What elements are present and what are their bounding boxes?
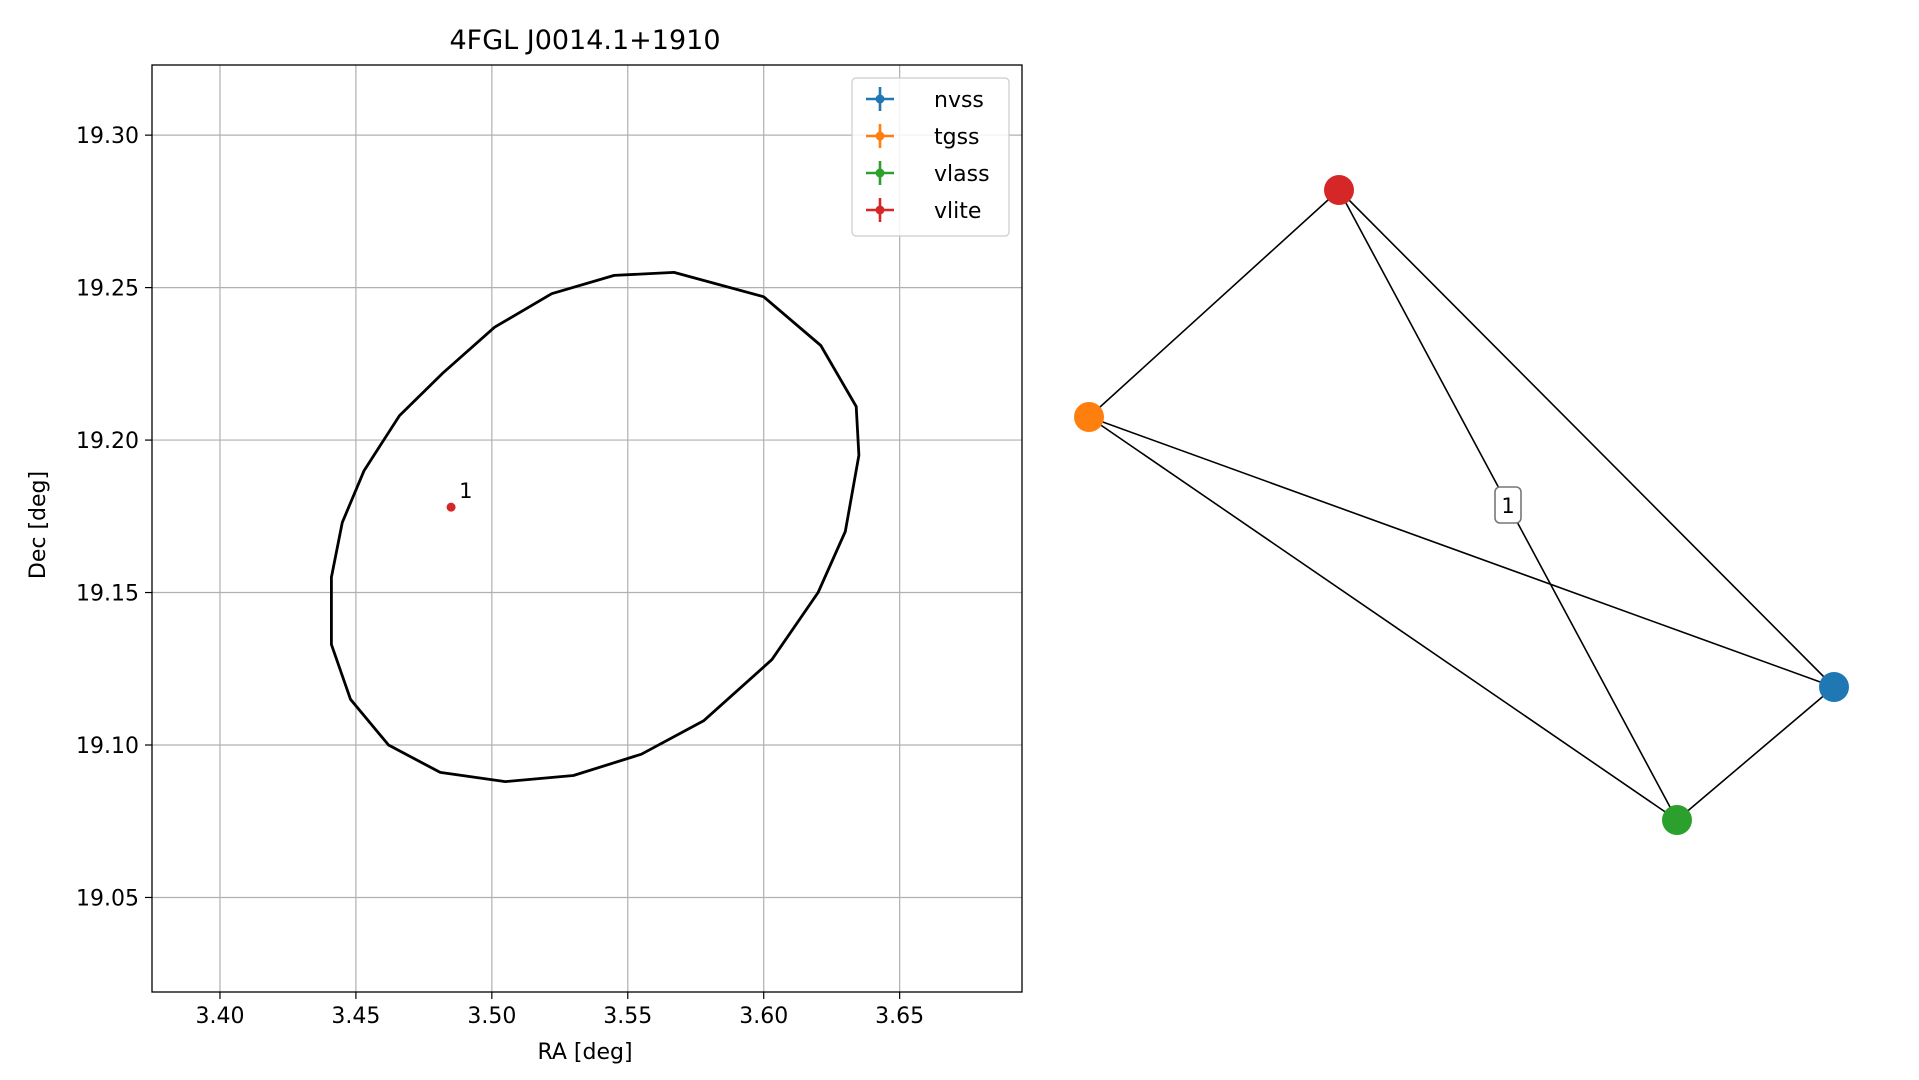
- y-axis-label: Dec [deg]: [26, 471, 51, 579]
- edge-tgss-nvss: [1088, 416, 1835, 688]
- graph-edge-labels: 1: [1494, 486, 1522, 524]
- y-tick-label: 19.25: [76, 277, 139, 302]
- legend-entry-nvss: nvss: [866, 87, 984, 113]
- x-axis-label: RA [deg]: [537, 1040, 632, 1065]
- legend-label: vlass: [934, 162, 990, 187]
- legend-label: nvss: [934, 88, 984, 113]
- legend-label: vlite: [934, 199, 981, 224]
- source-points-layer: 1: [446, 479, 472, 512]
- chart-title: 4FGL J0014.1+1910: [449, 25, 720, 56]
- graph-node-vlite: [1324, 175, 1354, 205]
- y-tick-label: 19.10: [76, 734, 139, 759]
- x-tick-label: 3.60: [739, 1004, 788, 1029]
- legend-entry-vlass: vlass: [866, 161, 990, 187]
- edge-vlite-nvss: [1338, 189, 1835, 688]
- gridlines: [152, 65, 1022, 992]
- localization-ellipse: [329, 270, 861, 783]
- x-tick-label: 3.55: [603, 1004, 652, 1029]
- y-tick-label: 19.05: [76, 886, 139, 911]
- legend-entry-vlite: vlite: [866, 198, 981, 224]
- legend-marker-dot: [875, 94, 885, 104]
- y-tick-label: 19.30: [76, 124, 139, 149]
- legend-marker-dot: [875, 168, 885, 178]
- edge-vlite-tgss: [1088, 189, 1340, 418]
- edge-label-box: [1494, 486, 1522, 524]
- x-ticks: 3.40 3.45 3.50 3.55 3.60 3.65: [195, 992, 924, 1029]
- legend-marker-dot: [875, 131, 885, 141]
- legend: nvss tgss vlass vlite: [851, 77, 1010, 237]
- graph-nodes: [1074, 175, 1849, 835]
- localization-ellipse-layer: [329, 270, 861, 783]
- x-tick-label: 3.40: [195, 1004, 244, 1029]
- edge-tgss-vlass: [1088, 416, 1678, 821]
- graph-node-tgss: [1074, 402, 1104, 432]
- source-point-vlite: [446, 502, 456, 512]
- y-tick-label: 19.20: [76, 429, 139, 454]
- edge-label: 1: [1501, 494, 1514, 518]
- legend-label: tgss: [934, 125, 980, 150]
- edge-nvss-vlass: [1676, 686, 1835, 821]
- graph-node-nvss: [1819, 672, 1849, 702]
- x-tick-label: 3.50: [467, 1004, 516, 1029]
- axes-frame: [151, 64, 1023, 993]
- legend-marker-dot: [875, 205, 885, 215]
- y-tick-label: 19.15: [76, 582, 139, 607]
- legend-entry-tgss: tgss: [866, 124, 980, 150]
- legend-box: [851, 77, 1010, 237]
- network-graph-panel: 1: [1074, 175, 1849, 835]
- y-ticks: 19.05 19.10 19.15 19.20 19.25 19.30: [76, 124, 152, 911]
- x-tick-label: 3.65: [875, 1004, 924, 1029]
- graph-node-vlass: [1662, 805, 1692, 835]
- source-point-label: 1: [459, 479, 472, 503]
- x-tick-label: 3.45: [331, 1004, 380, 1029]
